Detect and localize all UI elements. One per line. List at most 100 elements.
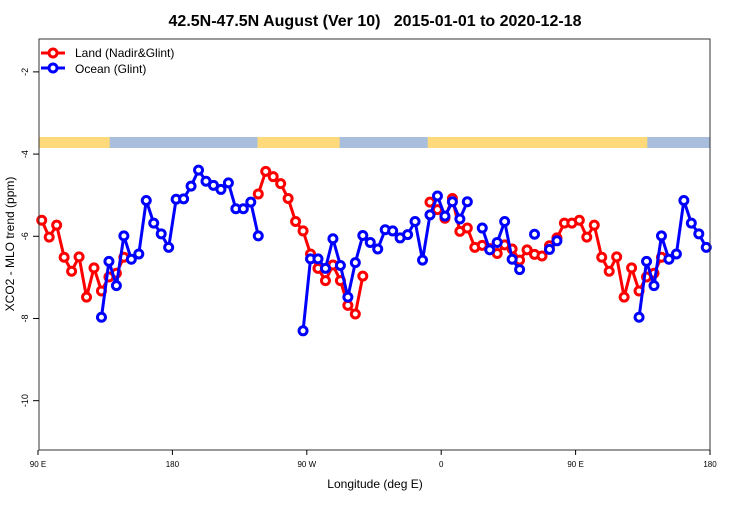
data-point <box>297 225 309 237</box>
data-point <box>611 251 623 263</box>
data-point <box>215 183 227 195</box>
data-point <box>88 262 100 274</box>
legend-item-ocean: Ocean (Glint) <box>41 62 146 76</box>
data-point <box>618 291 630 303</box>
y-tick-label: -6 <box>20 232 30 240</box>
y-tick-label: -10 <box>20 394 30 407</box>
plot-frame <box>38 38 711 451</box>
data-point <box>596 251 608 263</box>
data-point <box>103 255 115 267</box>
y-axis: -2 -4 -6 -8 -10 <box>20 68 39 407</box>
data-point <box>506 253 518 265</box>
series-layer <box>36 164 712 337</box>
chart-title: 42.5N-47.5N August (Ver 10) 2015-01-01 t… <box>169 13 582 30</box>
data-point <box>237 203 249 215</box>
data-point <box>312 253 324 265</box>
data-point <box>641 255 653 267</box>
y-tick-label: -8 <box>20 314 30 322</box>
x-tick-label: 90 W <box>297 460 316 469</box>
data-point <box>417 254 429 266</box>
land-band <box>427 137 648 148</box>
data-point <box>178 193 190 205</box>
data-point <box>36 214 48 226</box>
x-tick-label: 180 <box>703 460 717 469</box>
data-point <box>140 195 152 207</box>
data-point <box>133 248 145 260</box>
data-point <box>222 177 234 189</box>
data-point <box>73 251 85 263</box>
x-tick-label: 180 <box>166 460 180 469</box>
data-point <box>43 231 55 243</box>
data-point <box>252 230 264 242</box>
data-point <box>155 228 167 240</box>
data-point <box>543 243 555 255</box>
data-point <box>536 250 548 262</box>
data-point <box>282 192 294 204</box>
x-tick-label: 0 <box>439 460 444 469</box>
data-point <box>148 217 160 229</box>
data-point <box>185 180 197 192</box>
data-point <box>551 235 563 247</box>
data-point <box>491 236 503 248</box>
data-point <box>655 230 667 242</box>
data-point <box>267 171 279 183</box>
data-point <box>431 190 443 202</box>
legend-label-land: Land (Nadir&Glint) <box>75 46 174 60</box>
data-point <box>670 248 682 260</box>
data-point <box>275 178 287 190</box>
data-point <box>327 233 339 245</box>
data-point <box>700 241 712 253</box>
x-tick-label: 90 E <box>30 460 46 469</box>
data-point <box>372 243 384 255</box>
series-ocean <box>95 164 712 337</box>
legend-marker-ocean <box>47 62 59 74</box>
data-point <box>342 291 354 303</box>
data-point <box>260 165 272 177</box>
data-point <box>81 291 93 303</box>
data-point <box>51 219 63 231</box>
data-point <box>290 215 302 227</box>
data-point <box>499 215 511 227</box>
data-point <box>663 253 675 265</box>
series-line <box>99 168 260 318</box>
data-point <box>685 217 697 229</box>
data-point <box>603 265 615 277</box>
land-ocean-mask <box>39 137 710 148</box>
y-tick-label: -4 <box>20 150 30 158</box>
data-point <box>66 265 78 277</box>
data-point <box>633 311 645 323</box>
data-point <box>439 210 451 222</box>
data-point <box>529 228 541 240</box>
ocean-band <box>39 137 710 148</box>
legend-label-ocean: Ocean (Glint) <box>75 62 146 76</box>
x-tick-label: 90 E <box>567 460 583 469</box>
legend-item-land: Land (Nadir&Glint) <box>41 46 174 60</box>
data-point <box>349 257 361 269</box>
y-axis-label: XCO2 - MLO trend (ppm) <box>3 177 17 312</box>
data-point <box>454 213 466 225</box>
data-point <box>514 264 526 276</box>
data-point <box>193 164 205 176</box>
data-point <box>461 222 473 234</box>
data-point <box>573 214 585 226</box>
data-point <box>319 262 331 274</box>
data-point <box>349 308 361 320</box>
data-point <box>118 230 130 242</box>
data-point <box>581 231 593 243</box>
data-point <box>446 196 458 208</box>
data-point <box>476 222 488 234</box>
land-band <box>257 137 340 148</box>
data-point <box>387 225 399 237</box>
legend: Land (Nadir&Glint) Ocean (Glint) <box>41 46 174 76</box>
data-point <box>252 188 264 200</box>
data-point <box>245 196 257 208</box>
data-point <box>461 196 473 208</box>
data-point <box>357 270 369 282</box>
x-axis: 90 E 180 90 W 0 90 E 180 <box>30 450 717 469</box>
data-point <box>319 275 331 287</box>
data-point <box>409 215 421 227</box>
data-point <box>297 325 309 337</box>
legend-marker-land <box>47 47 59 59</box>
data-point <box>58 251 70 263</box>
